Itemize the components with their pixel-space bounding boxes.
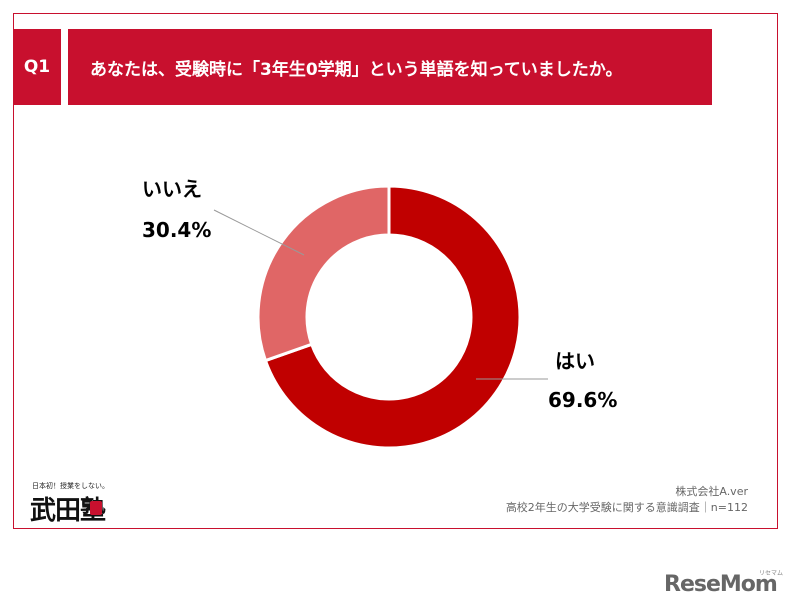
slice-no xyxy=(256,184,391,363)
slice-label-yes: はい xyxy=(555,349,595,373)
question-title: あなたは、受験時に「3年生0学期」という単語を知っていましたか。 xyxy=(90,59,623,80)
source-survey: 高校2年生の大学受験に関する意識調査｜n=112 xyxy=(505,501,748,514)
question-number-label: Q1 xyxy=(23,57,51,77)
question-title-bar: あなたは、受験時に「3年生0学期」という単語を知っていましたか。 xyxy=(68,29,712,105)
brand-sub: リセマム xyxy=(759,570,784,577)
question-number: Q1 xyxy=(13,29,61,105)
logo-tagline: 日本初！授業をしない。 xyxy=(32,482,109,490)
slice-value-no: 30.4% xyxy=(142,218,212,242)
logo-stamp-icon xyxy=(90,501,102,515)
leader-line-no xyxy=(213,209,305,256)
slice-label-no: いいえ xyxy=(142,177,202,201)
slice-yes xyxy=(263,184,522,450)
slice-value-yes: 69.6% xyxy=(548,388,618,412)
brand-logo: ReseMom xyxy=(664,572,778,597)
source-company: 株式会社A.ver xyxy=(675,485,748,498)
